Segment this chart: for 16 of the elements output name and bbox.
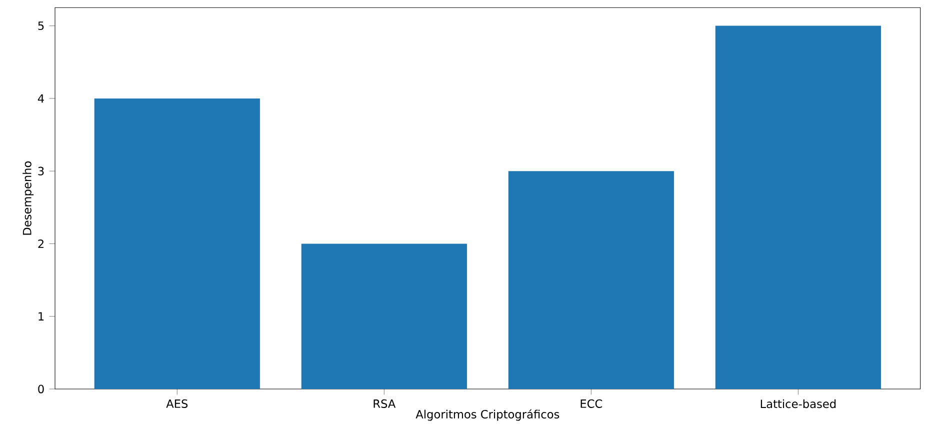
y-tick-label: 2: [38, 240, 44, 248]
y-tick-label: 0: [38, 384, 44, 394]
x-tick-label: Lattice-based: [760, 399, 836, 408]
y-tick-label: 3: [38, 166, 44, 176]
bar: [508, 171, 674, 389]
bar: [301, 244, 467, 389]
x-axis-title: Algoritmos Criptográficos: [416, 409, 560, 421]
y-tick-label: 5: [38, 22, 44, 30]
y-tick-label: 1: [38, 312, 44, 320]
x-tick-label: AES: [166, 399, 188, 408]
x-tick-label: ECC: [580, 399, 602, 408]
bar: [715, 26, 881, 389]
y-axis-title: Desempenho: [22, 161, 34, 235]
y-tick-label: 4: [38, 94, 44, 103]
x-tick-label: RSA: [374, 399, 396, 408]
bar: [94, 98, 260, 389]
